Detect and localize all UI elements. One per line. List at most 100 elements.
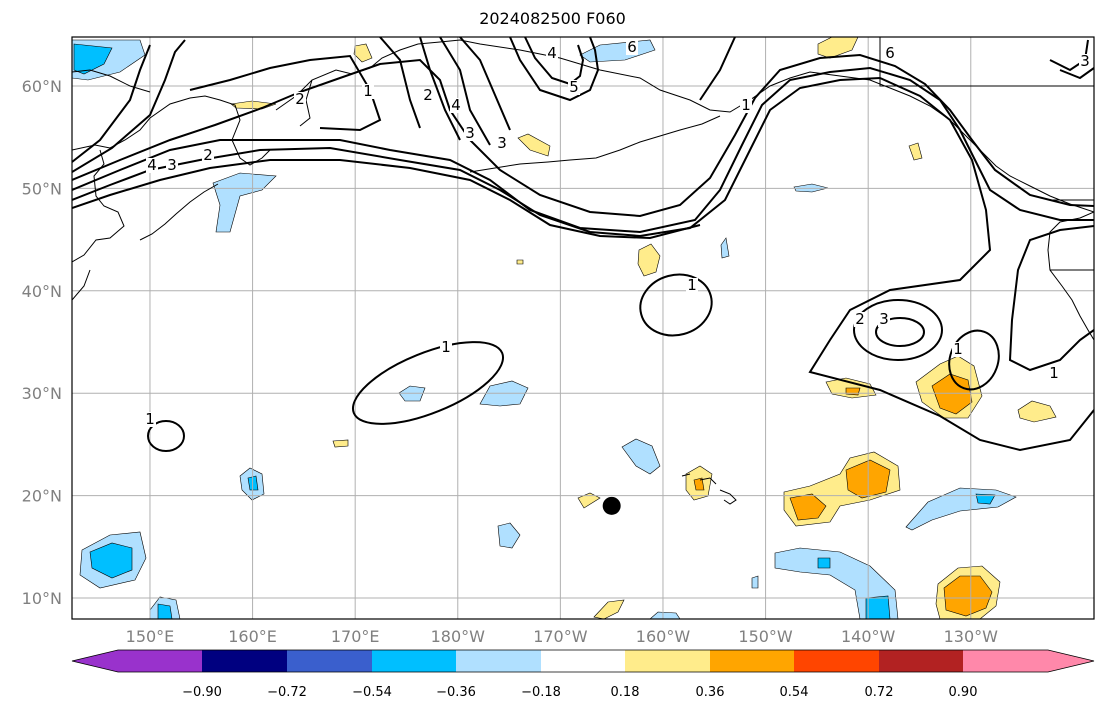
positive-anomaly-patch (637, 243, 661, 277)
contour-label-bg (1048, 366, 1060, 381)
contour-label-bg (878, 312, 890, 327)
contour-label: 3 (167, 156, 177, 174)
contour-label-bg (146, 158, 158, 173)
colorbar-tick-label: 0.90 (949, 685, 978, 700)
contour-label-bg (450, 98, 462, 113)
contour-line (379, 37, 421, 129)
contour-line (189, 54, 382, 132)
contour-label: 4 (547, 44, 557, 62)
colorbar-tick-labels: −0.90 −0.72 −0.54 −0.36 −0.18 0.18 0.36 0.54 0.7… (182, 685, 977, 700)
contour-label-bg (568, 80, 580, 95)
hawaiian-islands (681, 473, 737, 505)
colorbar-segment (372, 650, 456, 672)
contour-line (459, 37, 511, 131)
contour-label-bg (422, 88, 434, 103)
contour-label-bg (884, 46, 896, 61)
positive-anomaly-patch (845, 387, 861, 396)
contour-label-bg (202, 148, 214, 163)
contour-line (72, 44, 151, 163)
contour-line (72, 159, 701, 240)
contour-label-bg (144, 412, 156, 427)
colorbar-segment (541, 650, 625, 672)
contour-line (419, 37, 461, 141)
coastline-japan (72, 149, 125, 263)
colorbar-segment (118, 650, 202, 672)
longitude-tick-label: 170°W (533, 627, 588, 646)
contour-label: 4 (147, 156, 157, 174)
coastline-korea (72, 269, 91, 301)
colorbar-segment (456, 650, 541, 672)
contour-label: 2 (295, 90, 305, 108)
negative-anomaly-patch (497, 522, 521, 549)
contour-line (1008, 225, 1094, 372)
contour-label: 1 (363, 82, 373, 100)
contour-label-bg (166, 158, 178, 173)
longitude-tick-label: 160°W (636, 627, 691, 646)
contour-label-bg (496, 136, 508, 151)
contour-line (639, 273, 713, 337)
colorbar-outline (71, 649, 1095, 673)
coastline-asia (72, 95, 271, 166)
latitude-tick-labels: 60°N 50°N 40°N 30°N 20°N 10°N (22, 77, 62, 608)
contour-label-bg (1079, 54, 1091, 69)
contour-label-bg (626, 40, 638, 55)
colorbar-tick-label: 0.18 (611, 685, 640, 700)
longitude-tick-label: 150°W (738, 627, 793, 646)
contour-line (351, 341, 505, 425)
colorbar-segment (625, 650, 710, 672)
latitude-tick-label: 50°N (22, 179, 62, 198)
positive-anomaly-patch (1017, 400, 1057, 423)
positive-anomaly-patch (516, 259, 524, 265)
negative-anomaly-patch (865, 595, 891, 619)
colorbar (71, 649, 1095, 673)
negative-anomaly-patch (649, 611, 681, 619)
contour-label: 1 (1049, 364, 1059, 382)
longitude-tick-label: 130°W (944, 627, 999, 646)
contour-label-bg (686, 278, 698, 293)
coastline-canada (879, 37, 1094, 87)
colorbar-segment (794, 650, 879, 672)
contour-label: 1 (741, 96, 751, 114)
kuril-islands (139, 183, 219, 241)
contour-label: 5 (569, 78, 579, 96)
contour-line (72, 39, 186, 173)
contour-label: 3 (1080, 52, 1090, 70)
positive-anomaly-patch (693, 477, 705, 491)
colorbar-tick-label: −0.72 (267, 685, 307, 700)
longitude-tick-label: 150°E (126, 627, 175, 646)
contour-label-bg (854, 312, 866, 327)
contour-line (72, 76, 1094, 452)
contour-label-bg (362, 84, 374, 99)
longitude-tick-label: 180°W (431, 627, 486, 646)
contour-label: 4 (451, 96, 461, 114)
positive-anomaly-patch (817, 37, 859, 59)
contour-line (147, 420, 185, 452)
positive-anomaly-patch (908, 142, 923, 161)
contour-label-bg (440, 340, 452, 355)
negative-anomaly-patch (817, 557, 831, 569)
latitude-tick-label: 10°N (22, 589, 62, 608)
coastline-kamchatka-peninsula (299, 79, 313, 127)
contour-label: 6 (627, 38, 637, 56)
positive-anomaly-patch (353, 43, 373, 63)
colorbar-segment (879, 650, 963, 672)
positive-anomaly-patch (577, 492, 601, 509)
negative-anomaly-patch (720, 237, 730, 259)
contour-line (72, 66, 1094, 234)
negative-anomaly-patch (751, 575, 759, 589)
aleutian-islands (469, 115, 721, 173)
contour-label: 1 (145, 410, 155, 428)
storm-center-marker (602, 496, 621, 515)
colorbar-extend-max (1048, 650, 1094, 672)
contour-label: 2 (855, 310, 865, 328)
contour-label-bg (464, 126, 476, 141)
colorbar-tick-label: 0.72 (865, 685, 894, 700)
contour-layer (72, 37, 1094, 452)
contour-label: 1 (687, 276, 697, 294)
positive-anomaly-patch (517, 133, 551, 157)
map-frame (71, 36, 1095, 620)
contour-label: 2 (423, 86, 433, 104)
contour-label-bg (740, 98, 752, 113)
positive-anomaly-patch (789, 493, 827, 521)
contour-line (1049, 39, 1089, 72)
